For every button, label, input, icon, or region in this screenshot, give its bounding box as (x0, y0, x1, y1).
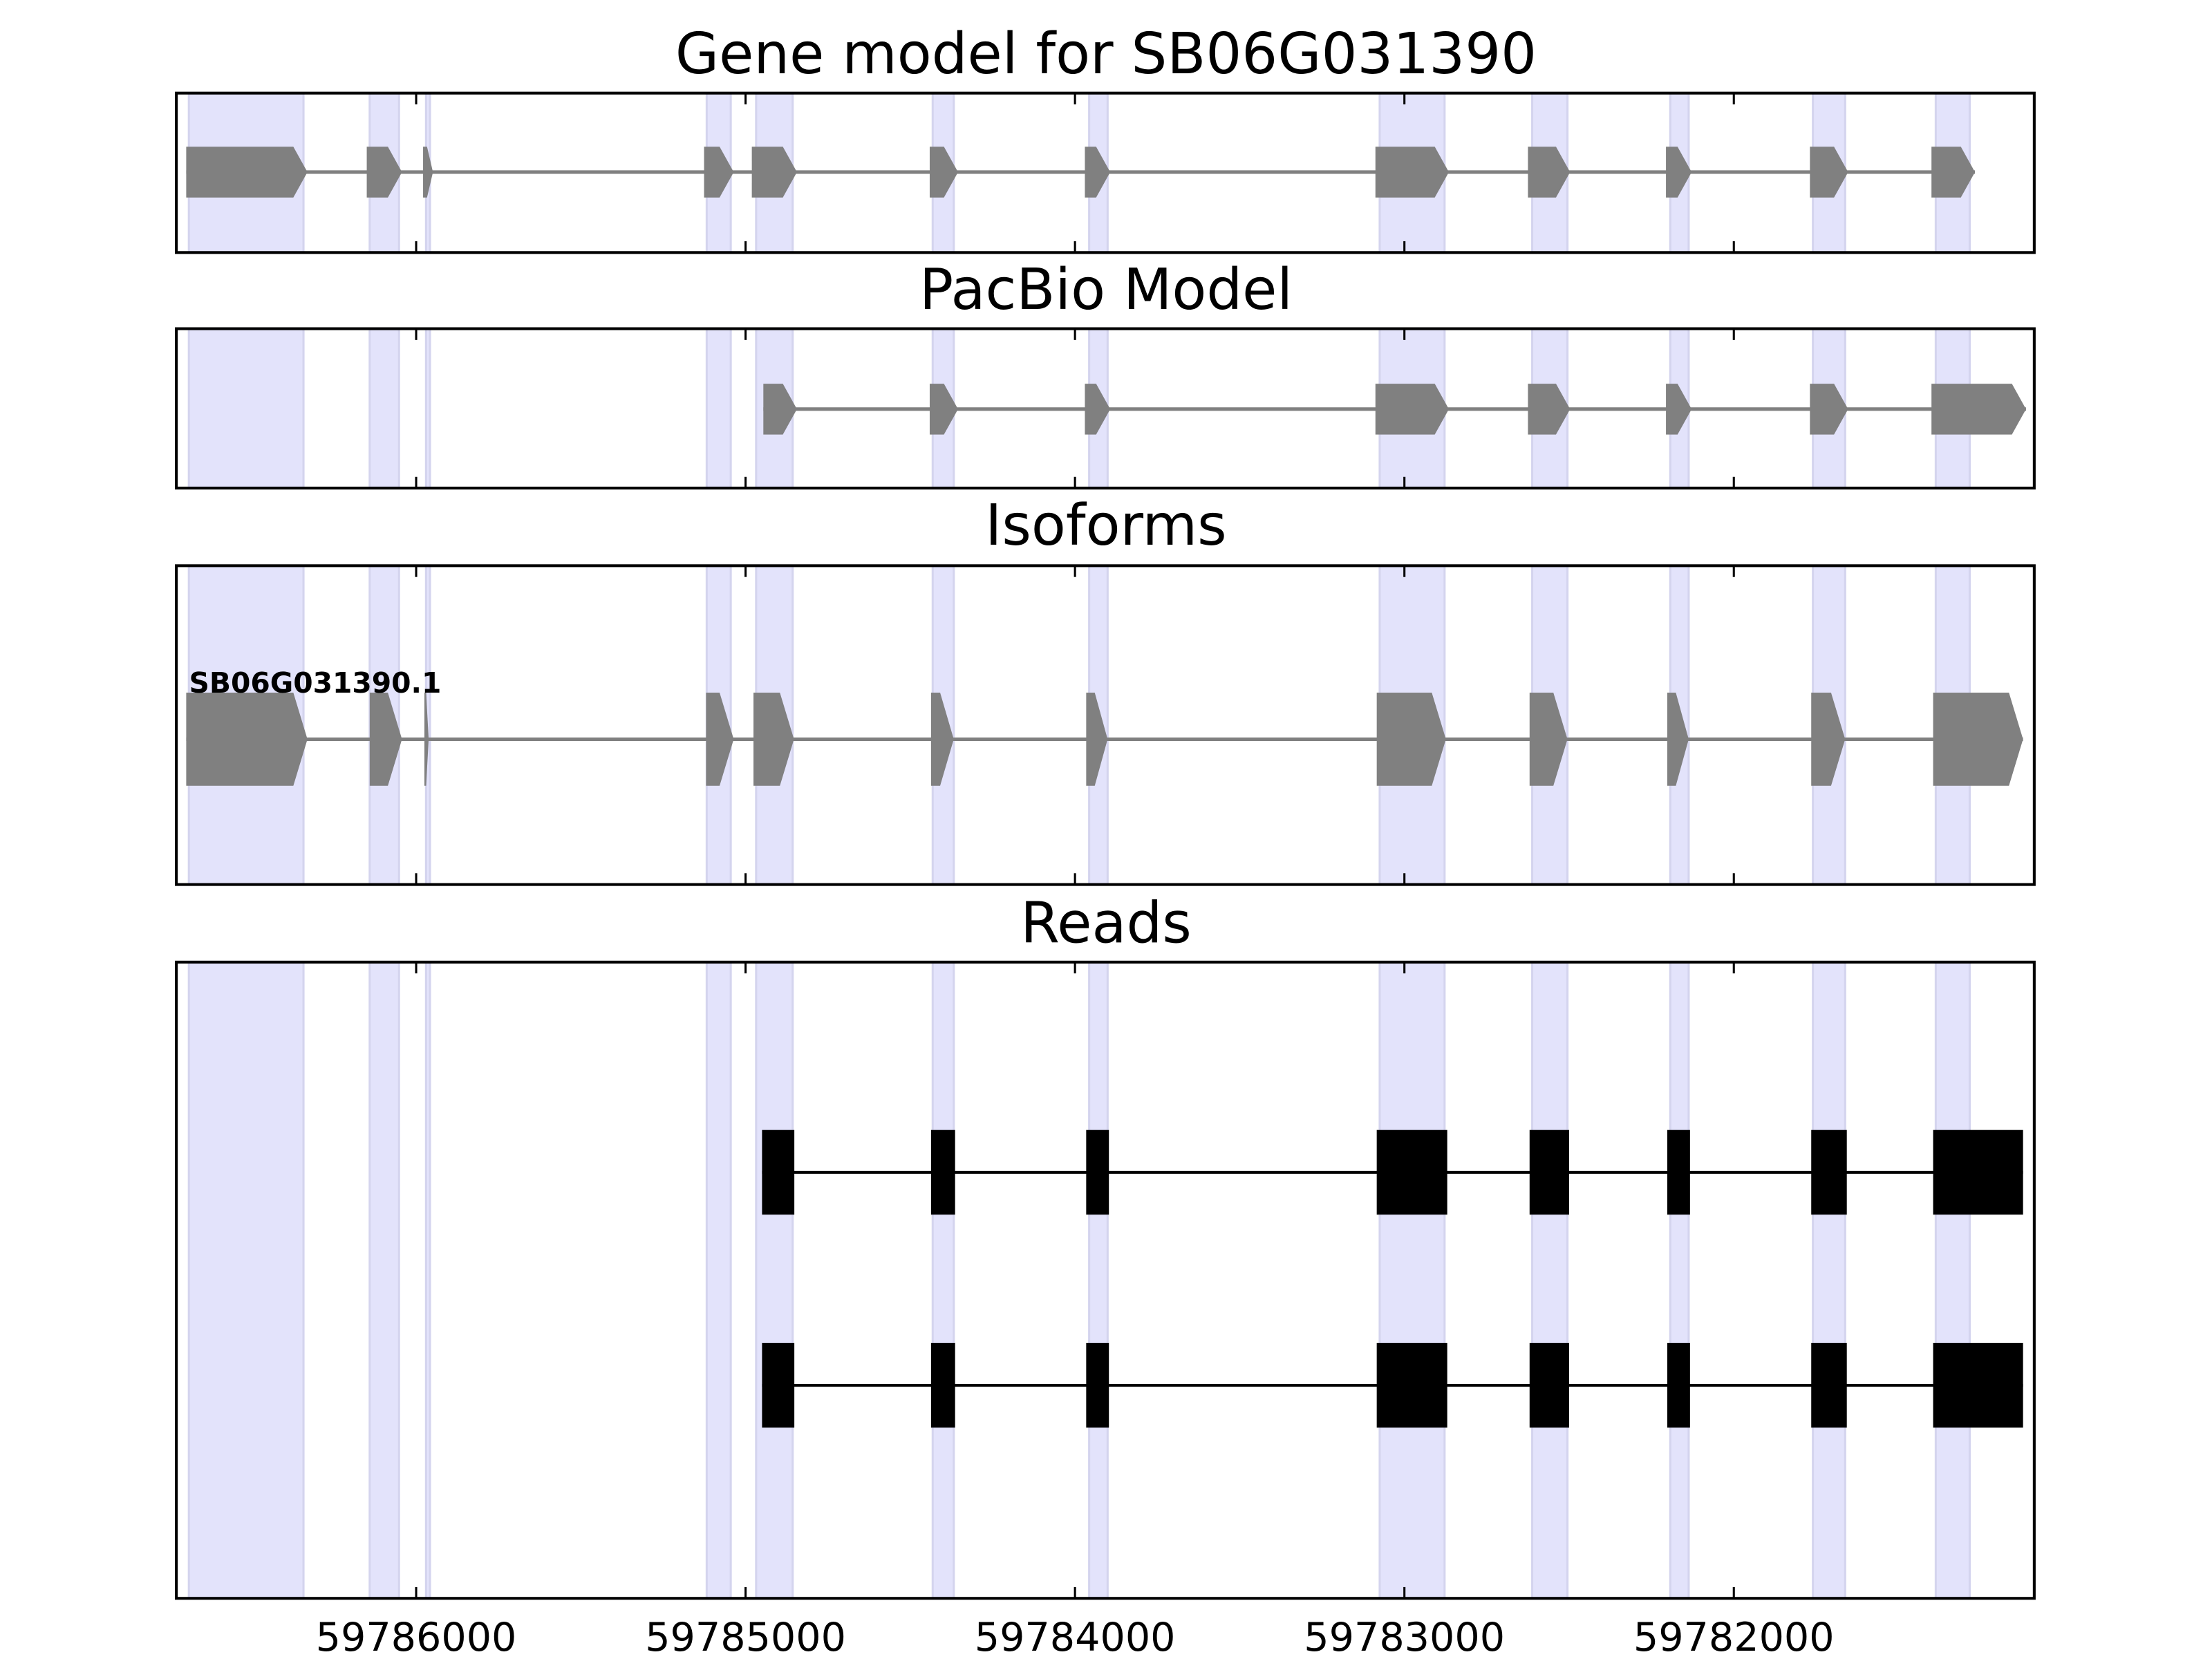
read-block (1529, 1342, 1569, 1428)
exon (763, 384, 797, 435)
panel-title: Reads (1020, 890, 1192, 956)
exon-highlight (424, 327, 431, 489)
read-block (1933, 1130, 2023, 1215)
exon (1086, 693, 1108, 786)
exon-highlight (1669, 961, 1690, 1600)
exon-highlight (1812, 961, 1846, 1600)
exon (751, 147, 797, 198)
exon-highlight (187, 961, 305, 1600)
exon-highlight (368, 327, 400, 489)
exon (369, 693, 402, 786)
exon (423, 147, 433, 198)
exon-highlight (705, 961, 732, 1600)
exon (424, 693, 429, 786)
panel-title: PacBio Model (919, 257, 1293, 323)
exon (929, 147, 958, 198)
exon (704, 147, 734, 198)
exon (1931, 147, 1976, 198)
panel-title: Gene model for SB06G031390 (675, 21, 1537, 87)
exon (1376, 693, 1446, 786)
exon (1811, 693, 1846, 786)
panel-frame (175, 960, 2036, 1600)
exon-highlight (1934, 961, 1971, 1600)
x-tick-label: 59782000 (1633, 1615, 1835, 1659)
panel-frame (175, 91, 2036, 254)
exon-highlight (931, 961, 955, 1600)
x-tick-label: 59786000 (316, 1615, 517, 1659)
exon-highlight (424, 961, 431, 1600)
read-block (762, 1342, 795, 1428)
panel-title: Isoforms (985, 493, 1226, 559)
read-block (1667, 1342, 1690, 1428)
exon (1085, 384, 1111, 435)
exon (930, 693, 954, 786)
exon (706, 693, 734, 786)
exon (1085, 147, 1111, 198)
panel-reads: Reads (175, 890, 2036, 1600)
read-block (1376, 1342, 1447, 1428)
panel-gene-model-for-sb06g031390: Gene model for SB06G031390 (175, 21, 2036, 254)
exon-highlight (1378, 961, 1446, 1600)
isoform-label: SB06G031390.1 (189, 666, 441, 700)
x-axis: 59786000 59785000 59784000 59783000 59782000 (316, 1615, 1835, 1659)
read-block (762, 1130, 795, 1215)
panel-frame (175, 327, 2036, 490)
exon (1667, 693, 1689, 786)
panel-frame (175, 564, 2036, 886)
exon (366, 147, 402, 198)
exon (1528, 384, 1571, 435)
exon-highlight (1088, 961, 1109, 1600)
panel-pacbio-model: PacBio Model (175, 257, 2036, 490)
read-block (930, 1342, 955, 1428)
exon-highlight (368, 961, 400, 1600)
read-block (1811, 1130, 1847, 1215)
exon (1375, 147, 1450, 198)
read-block (930, 1130, 955, 1215)
read-block (1376, 1130, 1447, 1215)
read-block (1086, 1130, 1109, 1215)
read-block (1529, 1130, 1569, 1215)
read-block (1667, 1130, 1690, 1215)
exon-highlight (755, 961, 794, 1600)
x-tick-label: 59785000 (645, 1615, 846, 1659)
read-block (1086, 1342, 1109, 1428)
read-block (1933, 1342, 2023, 1428)
panel-isoforms: Isoforms SB06G031390.1 (175, 493, 2036, 886)
exon (1931, 384, 2026, 435)
exon (753, 693, 794, 786)
exon-highlight (187, 327, 305, 489)
exon-highlight (705, 327, 732, 489)
x-tick-label: 59783000 (1304, 1615, 1505, 1659)
exon (1529, 693, 1568, 786)
exon (929, 384, 958, 435)
exon (1810, 147, 1848, 198)
exon (1666, 384, 1692, 435)
exon (186, 693, 308, 786)
read-block (1811, 1342, 1847, 1428)
exon (1810, 384, 1848, 435)
exon (186, 147, 308, 198)
exon (1375, 384, 1450, 435)
exon (1528, 147, 1571, 198)
exon-highlight (1531, 961, 1569, 1600)
exon (1666, 147, 1692, 198)
exon (1933, 693, 2023, 786)
x-tick-label: 59784000 (975, 1615, 1176, 1659)
